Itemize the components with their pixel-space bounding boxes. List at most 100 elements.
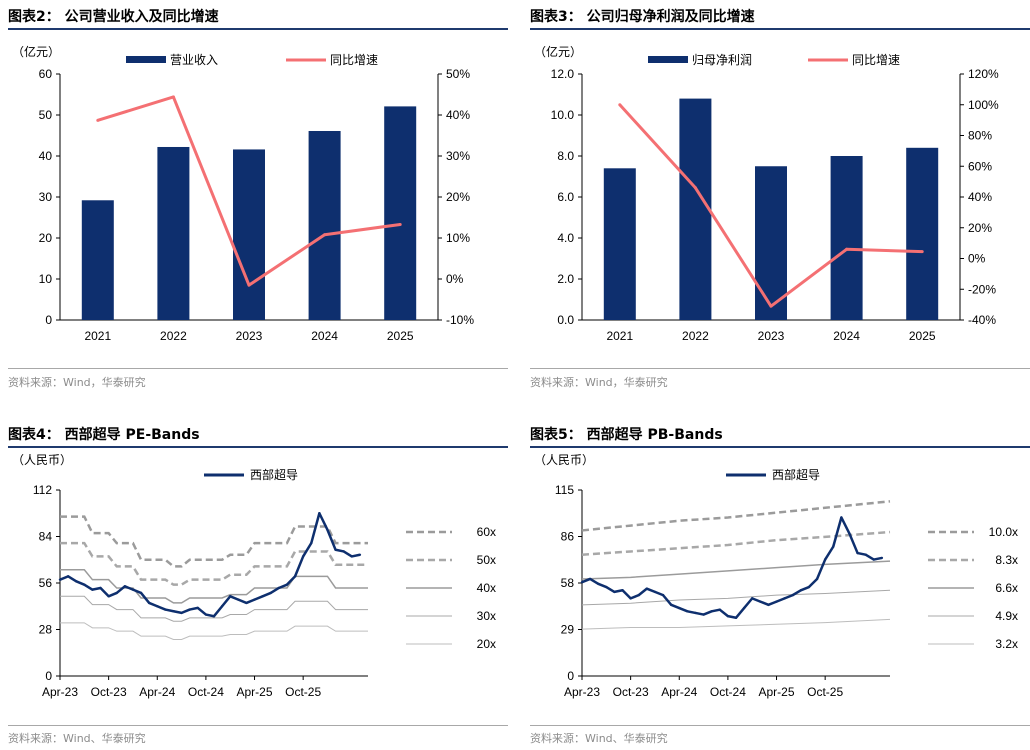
unit-label: （人民币） bbox=[12, 453, 72, 467]
legend-swatch-bar bbox=[648, 56, 688, 63]
price-point bbox=[815, 577, 819, 581]
bar bbox=[603, 168, 636, 320]
x-tick-label: Oct-25 bbox=[285, 685, 321, 699]
legend-label: 50x bbox=[477, 553, 496, 567]
y-tick-label: 4.0 bbox=[557, 231, 574, 245]
price-point bbox=[678, 606, 681, 610]
y-tick-label: 50 bbox=[39, 108, 53, 122]
x-tick-label: Oct-24 bbox=[188, 685, 224, 699]
price-point bbox=[58, 578, 62, 581]
band-line bbox=[581, 530, 891, 556]
price-point bbox=[823, 558, 827, 561]
price-point bbox=[686, 610, 689, 613]
bar bbox=[384, 106, 417, 320]
price-point bbox=[196, 606, 199, 610]
price-point bbox=[580, 580, 584, 584]
source-note: 资料来源：Wind，华泰研究 bbox=[8, 376, 146, 389]
price-point bbox=[621, 589, 624, 592]
x-tick-label: Oct-23 bbox=[91, 685, 127, 699]
price-point bbox=[115, 591, 118, 595]
x-tick-label: 2023 bbox=[236, 329, 263, 343]
legend-label: 20x bbox=[477, 637, 496, 651]
y-tick-label: 115 bbox=[555, 483, 574, 497]
bar bbox=[157, 146, 190, 320]
price-point bbox=[767, 603, 770, 607]
y2-tick-label: 10% bbox=[446, 231, 470, 245]
source-note: 资料来源：Wind，华泰研究 bbox=[530, 376, 668, 389]
y2-tick-label: 60% bbox=[968, 159, 992, 173]
y2-tick-label: 80% bbox=[968, 129, 992, 143]
price-point bbox=[613, 590, 616, 594]
y-tick-label: 20 bbox=[39, 231, 53, 245]
x-tick-label: 2024 bbox=[833, 329, 860, 343]
source-note: 资料来源：Wind、华泰研究 bbox=[8, 732, 146, 745]
price-point bbox=[334, 548, 337, 551]
price-point bbox=[245, 601, 248, 605]
price-point bbox=[91, 588, 94, 591]
y-tick-label: 2.0 bbox=[557, 272, 574, 286]
title-divider bbox=[530, 28, 1030, 30]
growth-point bbox=[398, 222, 402, 226]
price-point bbox=[310, 541, 313, 545]
growth-point bbox=[323, 233, 327, 237]
x-tick-label: Apr-25 bbox=[237, 685, 273, 699]
legend-label: 40x bbox=[477, 581, 496, 595]
price-point bbox=[326, 528, 329, 532]
legend-label: 60x bbox=[477, 525, 496, 539]
bar bbox=[233, 149, 265, 320]
source-divider bbox=[8, 368, 508, 369]
growth-point bbox=[920, 250, 924, 254]
price-point bbox=[775, 600, 778, 603]
price-point bbox=[807, 585, 811, 589]
price-point bbox=[156, 605, 159, 608]
price-point bbox=[783, 597, 786, 600]
price-point bbox=[726, 614, 730, 618]
price-point bbox=[123, 585, 127, 588]
growth-point bbox=[96, 118, 100, 122]
x-tick-label: Oct-25 bbox=[807, 685, 843, 699]
y-tick-label: 8.0 bbox=[557, 149, 574, 163]
x-tick-label: Oct-23 bbox=[613, 685, 649, 699]
price-point bbox=[880, 556, 884, 560]
y2-tick-label: 40% bbox=[968, 190, 992, 204]
chart-title: 图表3： 公司归母净利润及同比增速 bbox=[530, 9, 755, 25]
source-divider bbox=[530, 725, 1030, 726]
band-line bbox=[581, 500, 891, 532]
price-point bbox=[139, 591, 143, 595]
chart-title: 图表2： 公司营业收入及同比增速 bbox=[8, 9, 219, 25]
x-tick-label: Apr-24 bbox=[139, 685, 175, 699]
price-point bbox=[131, 588, 135, 591]
y-tick-label: 56 bbox=[39, 576, 53, 590]
price-point bbox=[66, 575, 70, 578]
y2-tick-label: 40% bbox=[446, 108, 470, 122]
price-point bbox=[277, 586, 281, 590]
growth-point bbox=[618, 103, 622, 107]
x-tick-label: 2025 bbox=[909, 329, 936, 343]
source-note: 资料来源：Wind、华泰研究 bbox=[530, 732, 668, 745]
price-point bbox=[645, 587, 649, 590]
title-divider bbox=[530, 446, 1030, 448]
y2-tick-label: 120% bbox=[968, 67, 999, 81]
price-point bbox=[694, 611, 697, 615]
band-line bbox=[60, 622, 368, 640]
y2-tick-label: 30% bbox=[446, 149, 470, 163]
x-tick-label: Apr-24 bbox=[661, 685, 697, 699]
title-divider bbox=[8, 446, 508, 448]
price-point bbox=[872, 558, 875, 561]
y-tick-label: 86 bbox=[561, 530, 575, 544]
y2-tick-label: -40% bbox=[968, 313, 996, 327]
x-tick-label: 2021 bbox=[606, 329, 633, 343]
y2-tick-label: 50% bbox=[446, 67, 470, 81]
y2-tick-label: 0% bbox=[968, 252, 986, 266]
x-tick-label: 2023 bbox=[758, 329, 785, 343]
price-point bbox=[107, 595, 110, 598]
price-point bbox=[99, 586, 102, 590]
y-tick-label: 10.0 bbox=[551, 108, 575, 122]
x-tick-label: 2021 bbox=[84, 329, 111, 343]
source-divider bbox=[8, 725, 508, 726]
price-point bbox=[261, 595, 264, 598]
chart-title: 图表4： 西部超导 PE-Bands bbox=[8, 427, 200, 443]
price-point bbox=[350, 555, 353, 558]
price-point bbox=[229, 595, 232, 598]
legend-label: 6.6x bbox=[995, 581, 1018, 595]
